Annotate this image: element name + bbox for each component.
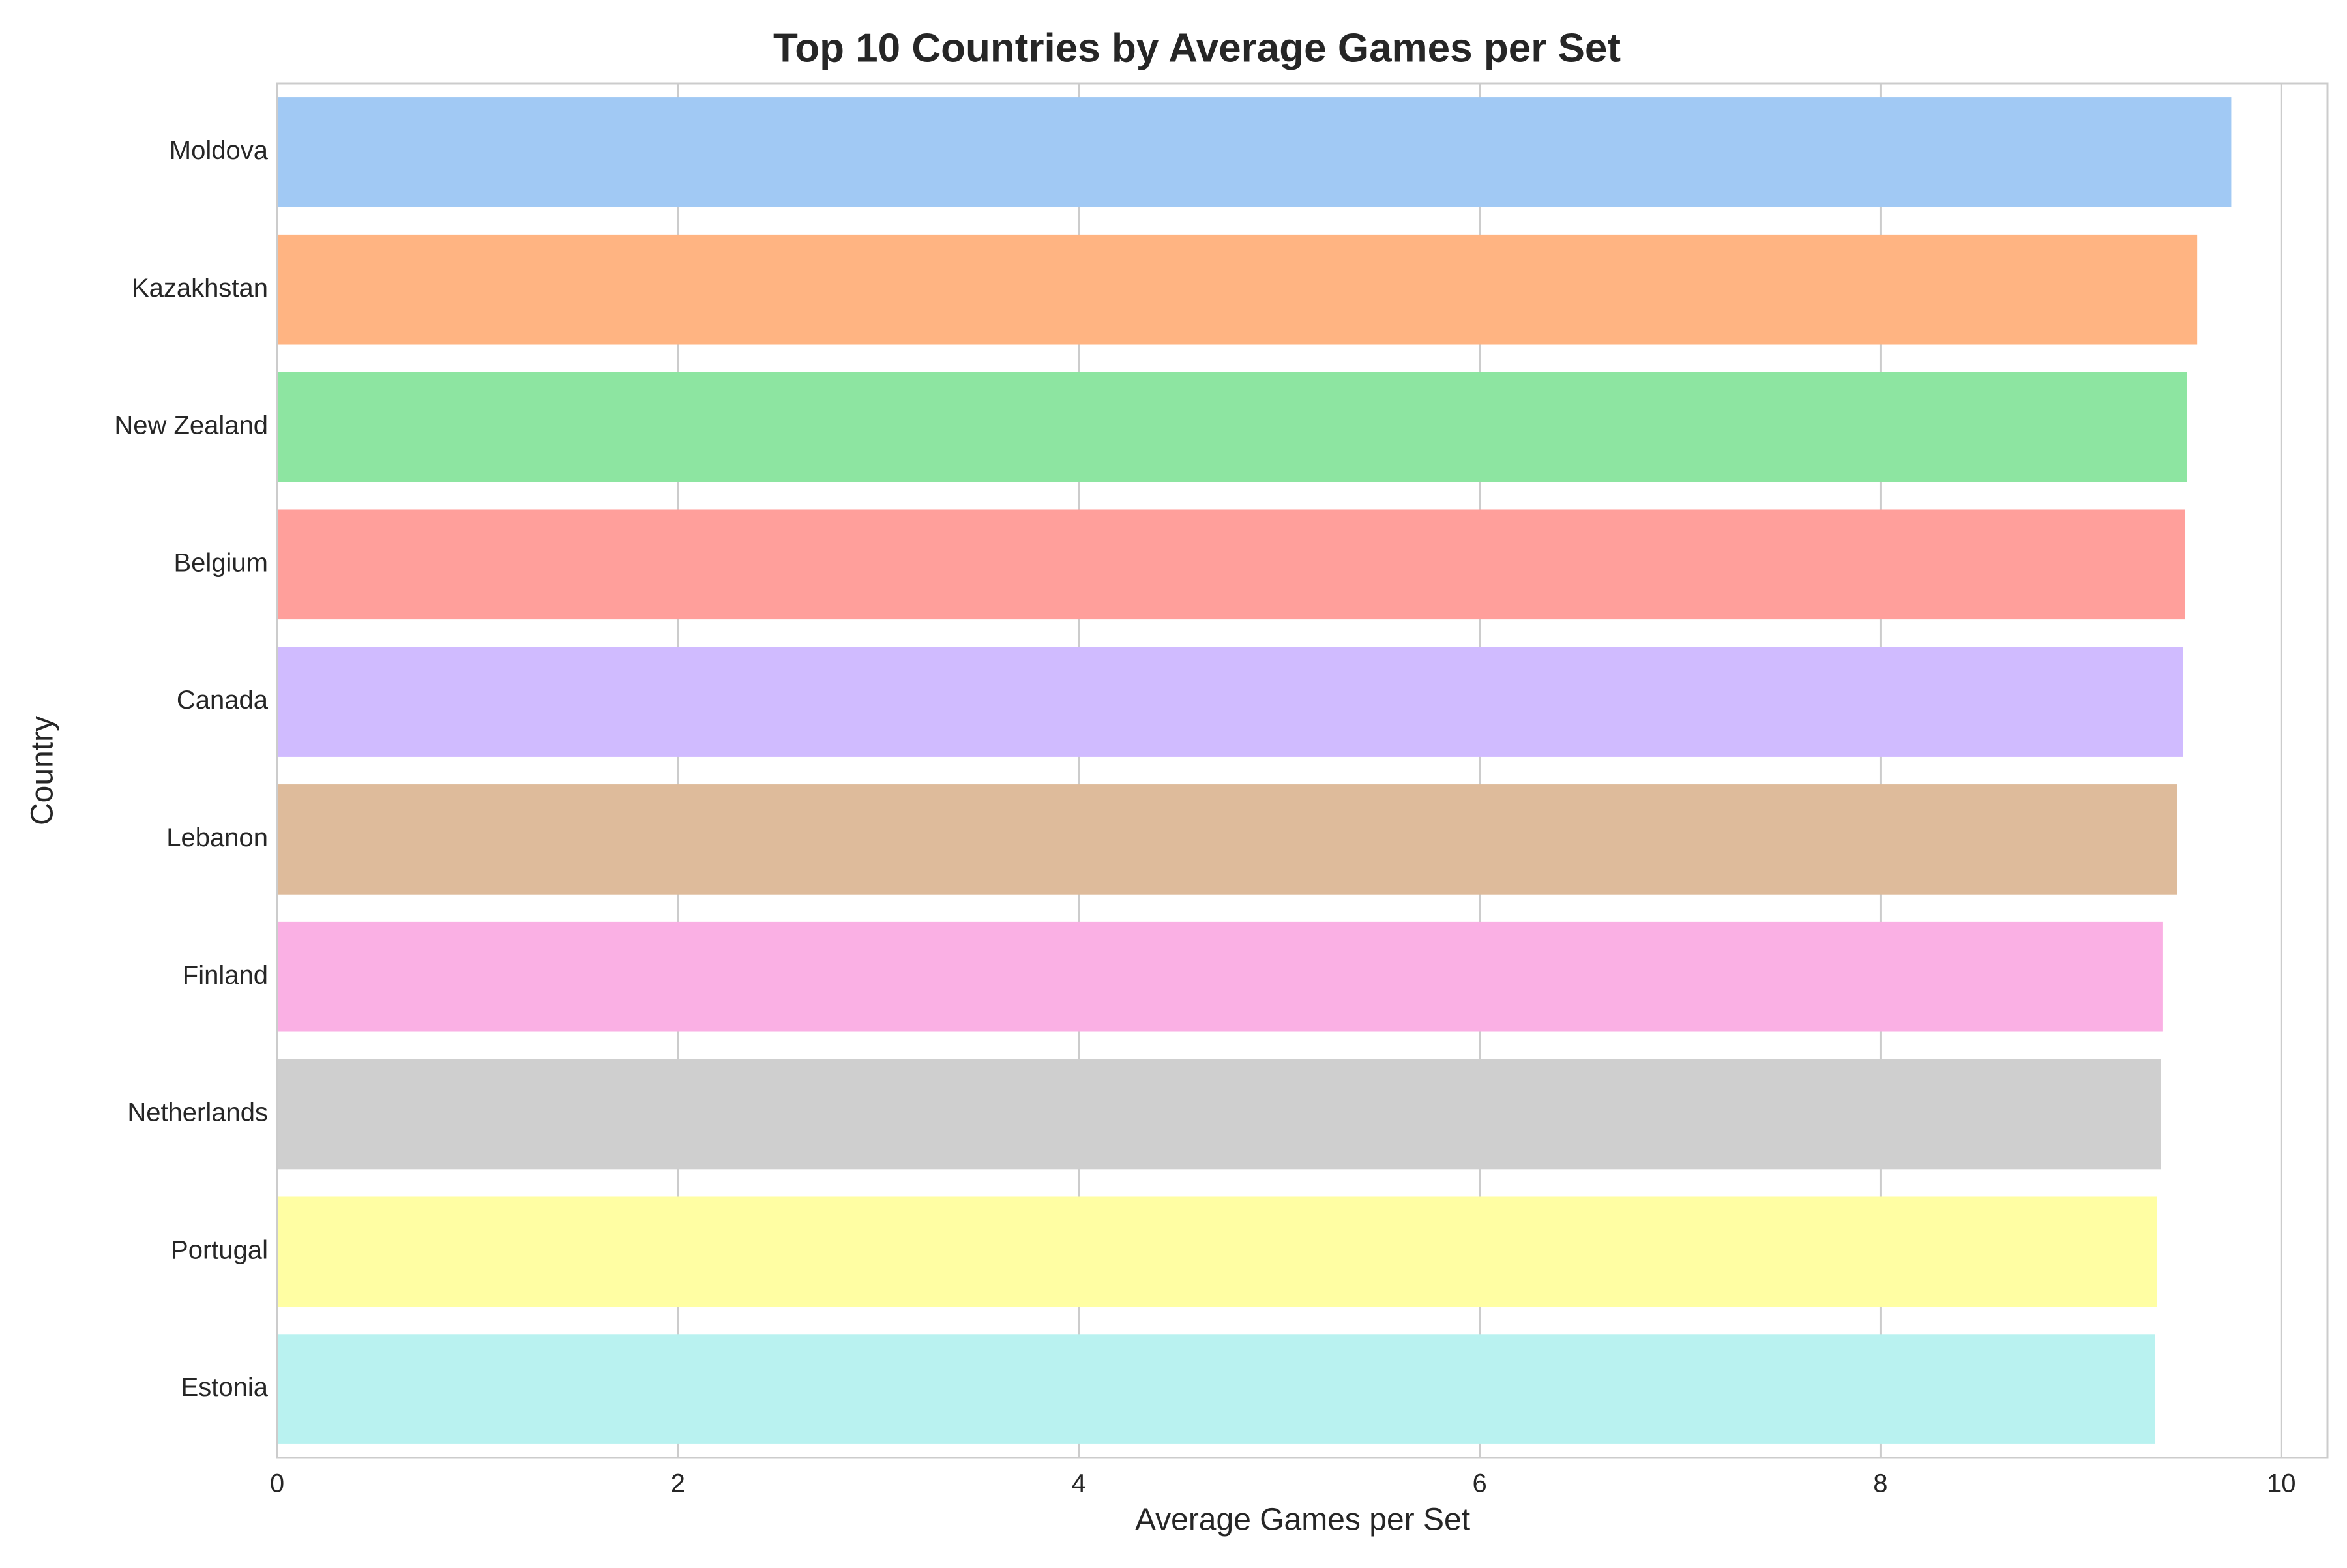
plot-frame bbox=[276, 82, 2329, 1459]
x-axis-label: Average Games per Set bbox=[1135, 1503, 1470, 1537]
bar-finland bbox=[277, 921, 2163, 1032]
y-tick-label: Finland bbox=[183, 961, 268, 990]
y-tick-label: Belgium bbox=[173, 548, 268, 577]
bar-estonia bbox=[277, 1334, 2155, 1444]
x-tick-label: 6 bbox=[1472, 1470, 1486, 1498]
x-tick-label: 8 bbox=[1873, 1470, 1887, 1498]
bar-kazakhstan bbox=[277, 234, 2198, 345]
y-axis-label: Country bbox=[25, 716, 60, 825]
y-tick-label: Moldova bbox=[170, 136, 269, 165]
x-tick-label: 2 bbox=[671, 1470, 685, 1498]
bar-new-zealand bbox=[277, 372, 2187, 482]
x-tick-label: 10 bbox=[2267, 1470, 2296, 1498]
bar-portugal bbox=[277, 1196, 2157, 1307]
y-tick-label: Lebanon bbox=[166, 823, 268, 852]
y-tick-labels: Moldova Kazakhstan New Zealand Belgium Canad… bbox=[114, 136, 268, 1402]
bar-lebanon bbox=[277, 784, 2177, 895]
bar-moldova bbox=[277, 97, 2232, 207]
chart-title: Top 10 Countries by Average Games per Se… bbox=[773, 25, 1621, 70]
y-tick-label: Portugal bbox=[171, 1235, 268, 1264]
x-tick-labels: 0 2 4 6 8 10 bbox=[270, 1470, 2296, 1498]
bar-belgium bbox=[277, 509, 2185, 620]
y-tick-label: Estonia bbox=[181, 1373, 269, 1402]
y-tick-label: New Zealand bbox=[114, 411, 268, 440]
bars bbox=[277, 97, 2232, 1444]
bar-netherlands bbox=[277, 1059, 2161, 1170]
x-tick-label: 0 bbox=[270, 1470, 284, 1498]
y-tick-label: Canada bbox=[177, 686, 269, 715]
y-tick-label: Kazakhstan bbox=[132, 274, 268, 303]
x-tick-label: 4 bbox=[1072, 1470, 1086, 1498]
bar-canada bbox=[277, 647, 2183, 757]
y-tick-label: Netherlands bbox=[127, 1099, 268, 1127]
